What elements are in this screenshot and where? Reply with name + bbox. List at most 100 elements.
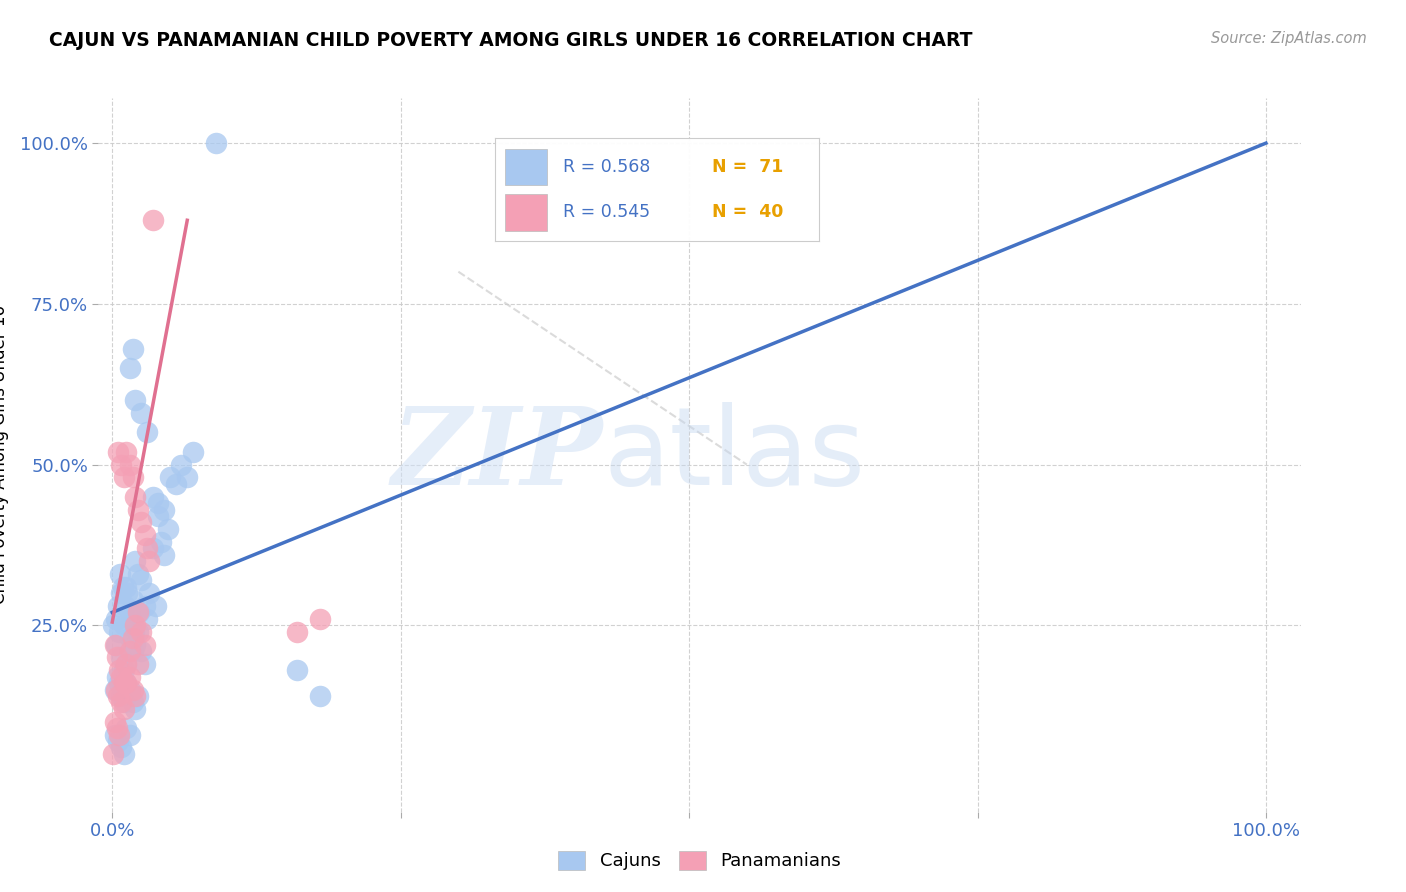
Point bbox=[108, 676, 131, 690]
Point bbox=[103, 618, 125, 632]
Point bbox=[107, 444, 129, 458]
Text: N =  40: N = 40 bbox=[711, 203, 783, 221]
Point bbox=[145, 599, 167, 613]
Point bbox=[108, 728, 131, 742]
Text: CAJUN VS PANAMANIAN CHILD POVERTY AMONG GIRLS UNDER 16 CORRELATION CHART: CAJUN VS PANAMANIAN CHILD POVERTY AMONG … bbox=[49, 31, 973, 50]
Text: R = 0.545: R = 0.545 bbox=[562, 203, 650, 221]
Point bbox=[134, 528, 156, 542]
Point bbox=[118, 458, 141, 472]
Point bbox=[149, 534, 172, 549]
Text: Source: ZipAtlas.com: Source: ZipAtlas.com bbox=[1211, 31, 1367, 46]
Point bbox=[107, 689, 129, 703]
Point bbox=[127, 624, 149, 639]
Point bbox=[110, 458, 132, 472]
Point bbox=[148, 508, 170, 523]
Point bbox=[112, 695, 135, 709]
Point bbox=[127, 566, 149, 581]
Point bbox=[122, 342, 145, 356]
Point bbox=[115, 721, 138, 735]
Point bbox=[135, 425, 157, 440]
Point bbox=[104, 612, 127, 626]
Point bbox=[135, 612, 157, 626]
Point bbox=[104, 682, 127, 697]
Point bbox=[105, 721, 128, 735]
Point bbox=[118, 728, 141, 742]
Point bbox=[110, 650, 132, 665]
Point bbox=[118, 644, 141, 658]
Point bbox=[124, 689, 146, 703]
Point bbox=[124, 554, 146, 568]
Point bbox=[142, 541, 165, 556]
Legend: Cajuns, Panamanians: Cajuns, Panamanians bbox=[551, 844, 848, 878]
Point bbox=[114, 599, 136, 613]
Point bbox=[135, 541, 157, 556]
Point bbox=[103, 728, 125, 742]
Point bbox=[112, 470, 135, 484]
Point bbox=[118, 682, 141, 697]
Point bbox=[107, 599, 129, 613]
Point bbox=[103, 638, 125, 652]
Point bbox=[181, 444, 204, 458]
Point bbox=[124, 618, 146, 632]
Point bbox=[115, 580, 138, 594]
Point bbox=[115, 657, 138, 671]
Point bbox=[110, 689, 132, 703]
Point bbox=[104, 638, 127, 652]
Point bbox=[117, 586, 139, 600]
Point bbox=[285, 663, 308, 677]
Text: N =  71: N = 71 bbox=[711, 158, 783, 176]
Point bbox=[127, 689, 149, 703]
Point bbox=[156, 522, 179, 536]
Text: ZIP: ZIP bbox=[392, 402, 603, 508]
Point bbox=[118, 631, 141, 645]
Point bbox=[309, 689, 332, 703]
Point bbox=[118, 670, 141, 684]
Point bbox=[118, 606, 141, 620]
Point bbox=[103, 747, 125, 761]
Point bbox=[134, 657, 156, 671]
Point bbox=[134, 638, 156, 652]
Point bbox=[128, 606, 150, 620]
Point bbox=[105, 650, 128, 665]
Point bbox=[108, 624, 131, 639]
Point bbox=[122, 624, 145, 639]
Point bbox=[122, 470, 145, 484]
Point bbox=[122, 592, 145, 607]
Text: R = 0.568: R = 0.568 bbox=[562, 158, 651, 176]
Point bbox=[118, 361, 141, 376]
Point bbox=[112, 676, 135, 690]
Point bbox=[110, 566, 132, 581]
Point bbox=[115, 676, 138, 690]
Point bbox=[120, 612, 142, 626]
Point bbox=[127, 502, 149, 516]
Point bbox=[110, 670, 132, 684]
Point bbox=[112, 702, 135, 716]
Point bbox=[103, 682, 125, 697]
Point bbox=[142, 213, 165, 227]
Point bbox=[165, 476, 187, 491]
Point bbox=[134, 599, 156, 613]
Point bbox=[170, 458, 193, 472]
Point bbox=[110, 586, 132, 600]
Point bbox=[103, 714, 125, 729]
Point bbox=[129, 574, 152, 588]
Point bbox=[127, 606, 149, 620]
Point bbox=[110, 740, 132, 755]
Point bbox=[107, 734, 129, 748]
Point bbox=[115, 444, 138, 458]
Point bbox=[112, 747, 135, 761]
Point bbox=[127, 657, 149, 671]
Point bbox=[110, 695, 132, 709]
Point bbox=[148, 496, 170, 510]
Point bbox=[108, 663, 131, 677]
Point bbox=[129, 406, 152, 420]
FancyBboxPatch shape bbox=[505, 148, 547, 186]
Point bbox=[112, 663, 135, 677]
Point bbox=[115, 657, 138, 671]
Point bbox=[124, 393, 146, 408]
Text: atlas: atlas bbox=[603, 402, 865, 508]
Point bbox=[129, 644, 152, 658]
Point bbox=[112, 618, 135, 632]
Point bbox=[138, 554, 160, 568]
Point bbox=[122, 682, 145, 697]
